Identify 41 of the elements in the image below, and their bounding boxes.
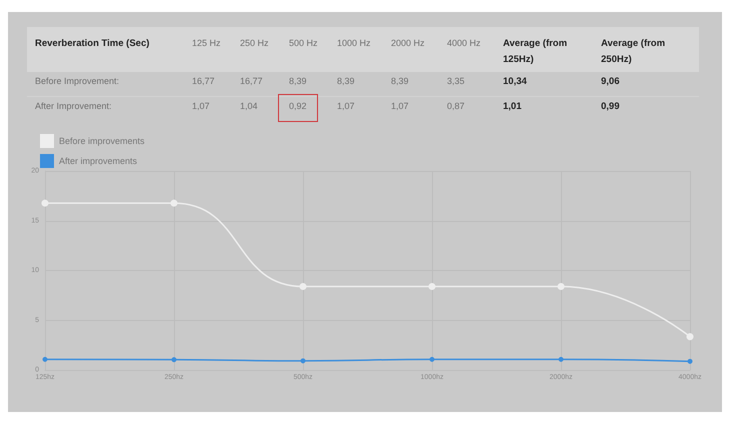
text: 0,99 bbox=[601, 101, 620, 112]
text: 1,07 bbox=[337, 101, 355, 111]
point bbox=[300, 283, 306, 290]
text: After Improvement: bbox=[35, 101, 112, 111]
text: 16,77 bbox=[192, 76, 215, 86]
text: 8,39 bbox=[289, 76, 307, 86]
text: 250 Hz bbox=[240, 38, 269, 48]
text: Reverberation Time (Sec) bbox=[35, 38, 150, 49]
text: 1000 Hz bbox=[337, 38, 371, 48]
text: 9,06 bbox=[601, 76, 620, 87]
text: 0,87 bbox=[447, 101, 465, 111]
point bbox=[42, 356, 48, 362]
text: Before Improvement: bbox=[35, 76, 120, 86]
text: 1,07 bbox=[391, 101, 409, 111]
text: 10,34 bbox=[503, 76, 527, 87]
text: 3,35 bbox=[447, 76, 465, 86]
text: Average (from 125Hz) bbox=[503, 37, 568, 67]
text: 8,39 bbox=[337, 76, 355, 86]
text: 500 Hz bbox=[289, 38, 318, 48]
point bbox=[558, 283, 564, 290]
text: 0,92 bbox=[289, 101, 307, 111]
point bbox=[686, 333, 694, 340]
point bbox=[430, 356, 434, 362]
text: 16,77 bbox=[240, 76, 263, 86]
text: 4000 Hz bbox=[447, 38, 481, 48]
point bbox=[300, 358, 306, 364]
point bbox=[428, 283, 436, 290]
legend-label: Before improvements bbox=[59, 136, 146, 146]
text: 125 Hz bbox=[192, 38, 221, 48]
point bbox=[688, 358, 692, 364]
text: Average (from 250Hz) bbox=[601, 37, 666, 67]
legend-label: After improvements bbox=[59, 156, 138, 166]
text: 8,39 bbox=[391, 76, 409, 86]
point bbox=[172, 357, 176, 362]
point bbox=[42, 200, 48, 207]
text: 1,04 bbox=[240, 101, 258, 111]
text: 2000 Hz bbox=[391, 38, 425, 48]
point bbox=[170, 200, 178, 207]
text: 1,01 bbox=[503, 101, 522, 112]
text: 1,07 bbox=[192, 101, 210, 111]
point bbox=[558, 356, 564, 362]
